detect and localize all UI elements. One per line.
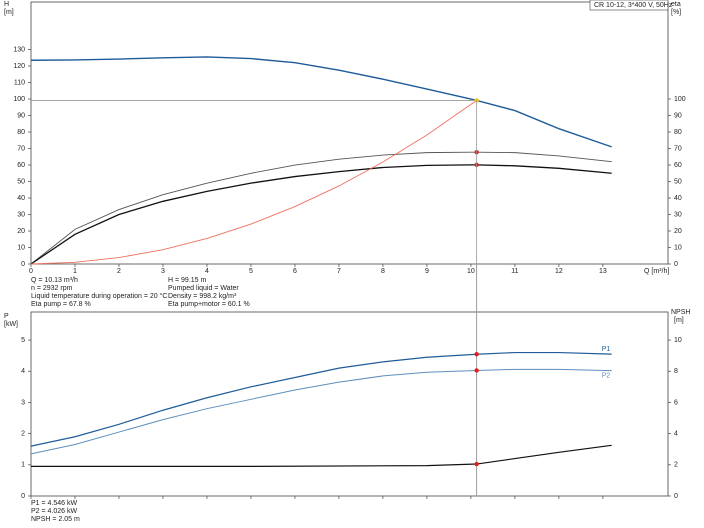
x-tick-label: 4: [205, 268, 209, 275]
y2-tick-label: 6: [674, 399, 678, 406]
x-label: Q [m³/h]: [644, 268, 669, 275]
y2-tick-label: 60: [674, 162, 682, 169]
duty-point: [474, 368, 479, 373]
y2-tick-label: 2: [674, 462, 678, 469]
y-tick-label: 50: [17, 178, 25, 185]
y-tick-label: 2: [21, 430, 25, 437]
y-tick-label: 100: [13, 96, 25, 103]
y-label: H: [4, 1, 9, 8]
x-tick-label: 7: [337, 268, 341, 275]
y2-unit: [m]: [674, 317, 684, 324]
curve: [31, 444, 612, 467]
series-label: P2: [602, 372, 611, 379]
info-text: Density = 998.2 kg/m³: [168, 293, 237, 300]
y2-label: eta: [671, 1, 681, 8]
y2-tick-label: 0: [674, 261, 678, 268]
x-tick-label: 8: [381, 268, 385, 275]
series-label: P1: [602, 346, 611, 353]
y2-tick-label: 40: [674, 195, 682, 202]
info-text: P1 = 4.546 kW: [31, 500, 78, 507]
x-tick-label: 6: [293, 268, 297, 275]
duty-point: [474, 461, 479, 467]
y-unit: [m]: [4, 9, 14, 16]
y-unit: [kW]: [4, 321, 18, 328]
x-tick-label: 11: [511, 268, 518, 275]
y-tick-label: 110: [14, 79, 25, 86]
y-tick-label: 0: [21, 261, 25, 268]
x-tick-label: 10: [467, 268, 475, 275]
curve: [30, 351, 612, 447]
curve: [30, 368, 612, 455]
curve: [30, 151, 612, 265]
info-text: H = 99.15 m: [168, 277, 206, 284]
y-tick-label: 5: [21, 337, 25, 344]
model-box: [589, 0, 669, 11]
y-tick-label: 20: [17, 228, 25, 235]
y-tick-label: 60: [17, 162, 25, 169]
info-text: Pumped liquid = Water: [168, 285, 239, 292]
y2-tick-label: 80: [674, 129, 682, 136]
info-text: Eta pump+motor = 60.1 %: [168, 301, 250, 308]
y-tick-label: 1: [21, 462, 25, 469]
y2-tick-label: 10: [674, 244, 682, 251]
info-text: NPSH = 2.05 m: [31, 516, 80, 523]
y2-tick-label: 8: [674, 368, 678, 375]
y2-tick-label: 0: [674, 493, 678, 500]
x-tick-label: 13: [599, 268, 607, 275]
x-tick-label: 0: [29, 268, 33, 275]
y2-tick-label: 4: [674, 430, 678, 437]
x-tick-label: 2: [117, 268, 121, 275]
y2-tick-label: 70: [674, 145, 682, 152]
y-label: P: [4, 313, 9, 320]
y-tick-label: 4: [21, 368, 25, 375]
model: CR 10-12, 3*400 V, 50Hz: [594, 2, 673, 9]
info-text: Liquid temperature during operation = 20…: [31, 292, 167, 300]
bottom-plot-frame: [30, 311, 669, 497]
x-tick-label: 12: [555, 268, 563, 275]
info-text: n = 2932 rpm: [31, 285, 73, 292]
y2-tick-label: 20: [674, 228, 682, 235]
y2-tick-label: 10: [674, 337, 682, 344]
y-tick-label: 90: [17, 112, 25, 119]
x-tick-label: 5: [249, 268, 253, 275]
duty-point: [474, 352, 479, 357]
y-tick-label: 80: [17, 129, 25, 136]
y-tick-label: 120: [13, 63, 25, 70]
info-text: Q = 10.13 m³/h: [31, 277, 78, 284]
y-tick-label: 10: [17, 244, 25, 251]
y-tick-label: 130: [13, 46, 25, 53]
top-plot-frame: [30, 1, 669, 265]
y2-label: NPSH: [671, 309, 690, 316]
curve: [30, 56, 612, 148]
x-tick-label: 3: [161, 268, 165, 275]
y2-unit: [%]: [671, 9, 681, 16]
y-tick-label: 40: [17, 195, 25, 202]
y-tick-label: 70: [17, 145, 25, 152]
y2-tick-label: 30: [674, 211, 682, 218]
y2-tick-label: 100: [674, 96, 686, 103]
y-tick-label: 30: [17, 211, 25, 218]
curve: [30, 100, 477, 265]
y2-tick-label: 50: [674, 178, 682, 185]
y-tick-label: 0: [21, 493, 25, 500]
y2-tick-label: 90: [674, 112, 682, 119]
x-tick-label: 9: [425, 268, 429, 275]
y-tick-label: 3: [21, 399, 25, 406]
info-text: Eta pump = 67.8 %: [31, 301, 91, 308]
info-text: P2 = 4.026 kW: [31, 508, 78, 515]
curve: [30, 164, 612, 265]
x-tick-label: 1: [73, 268, 77, 275]
